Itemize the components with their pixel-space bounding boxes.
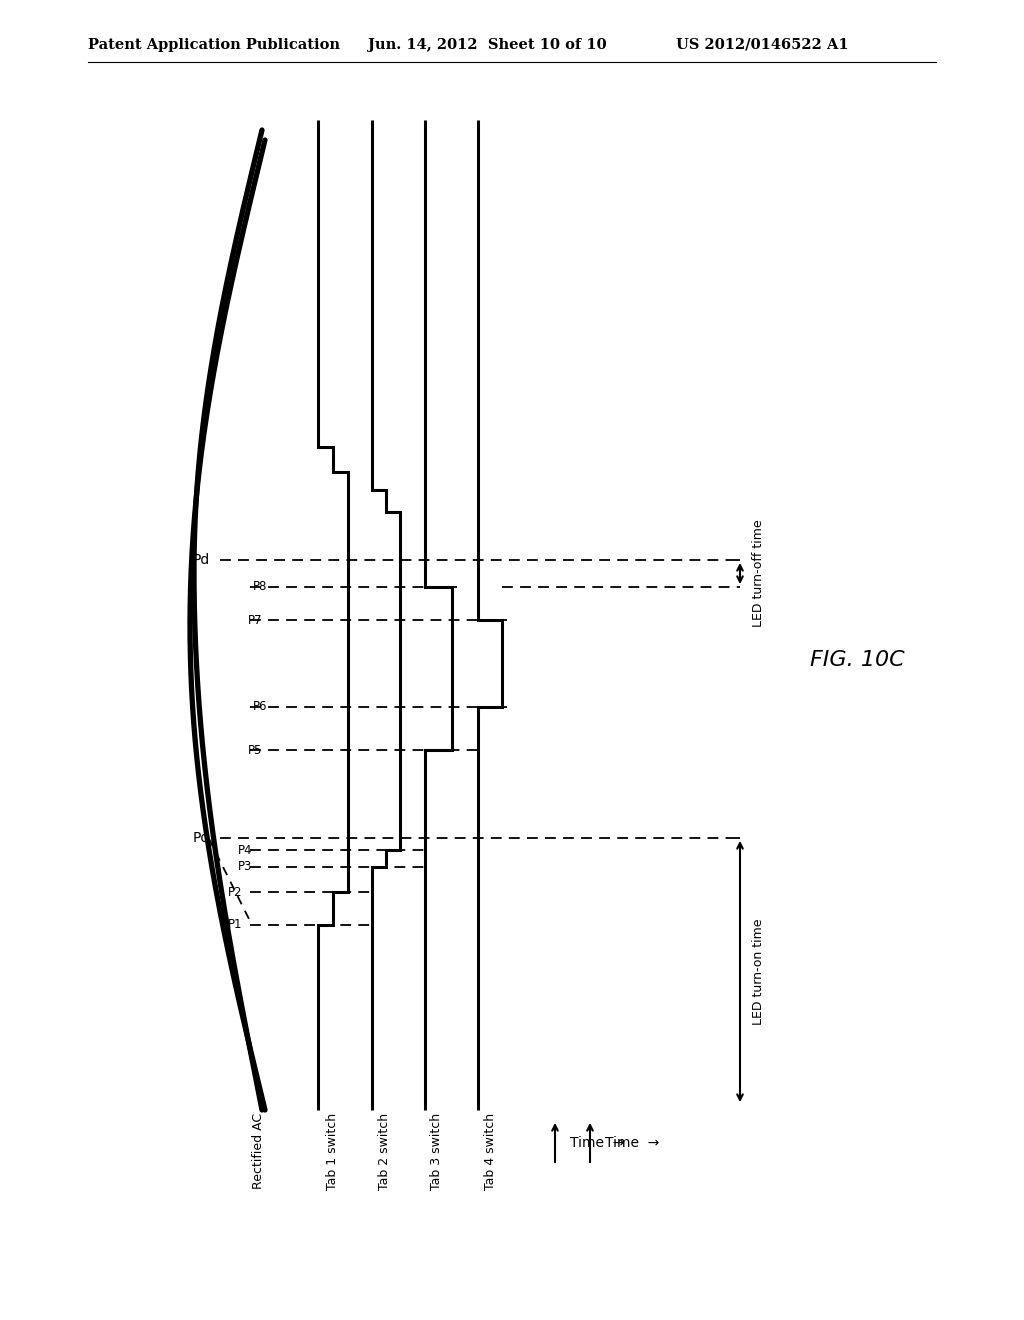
Text: Jun. 14, 2012  Sheet 10 of 10: Jun. 14, 2012 Sheet 10 of 10 xyxy=(368,38,606,51)
Text: P8: P8 xyxy=(253,581,267,594)
Text: Tab 4 switch: Tab 4 switch xyxy=(483,1113,497,1191)
Text: LED turn-on time: LED turn-on time xyxy=(752,919,765,1024)
Text: LED turn-off time: LED turn-off time xyxy=(752,520,765,627)
Text: Rectified AC: Rectified AC xyxy=(252,1113,264,1189)
Text: P1: P1 xyxy=(227,919,242,932)
Text: P6: P6 xyxy=(253,701,267,714)
Text: Tab 3 switch: Tab 3 switch xyxy=(429,1113,442,1191)
Text: Pd: Pd xyxy=(193,553,210,568)
Text: Patent Application Publication: Patent Application Publication xyxy=(88,38,340,51)
Text: Tab 1 switch: Tab 1 switch xyxy=(326,1113,339,1191)
Text: Tab 2 switch: Tab 2 switch xyxy=(378,1113,390,1191)
Text: US 2012/0146522 A1: US 2012/0146522 A1 xyxy=(676,38,849,51)
Text: P5: P5 xyxy=(248,743,262,756)
Text: FIG. 10C: FIG. 10C xyxy=(810,649,904,671)
Text: P2: P2 xyxy=(227,886,242,899)
Text: Time  →: Time → xyxy=(570,1137,625,1150)
Text: P7: P7 xyxy=(248,614,262,627)
Text: Time  →: Time → xyxy=(605,1137,659,1150)
Text: Pd: Pd xyxy=(193,832,210,845)
Text: P3: P3 xyxy=(238,861,252,874)
Text: P4: P4 xyxy=(238,843,252,857)
